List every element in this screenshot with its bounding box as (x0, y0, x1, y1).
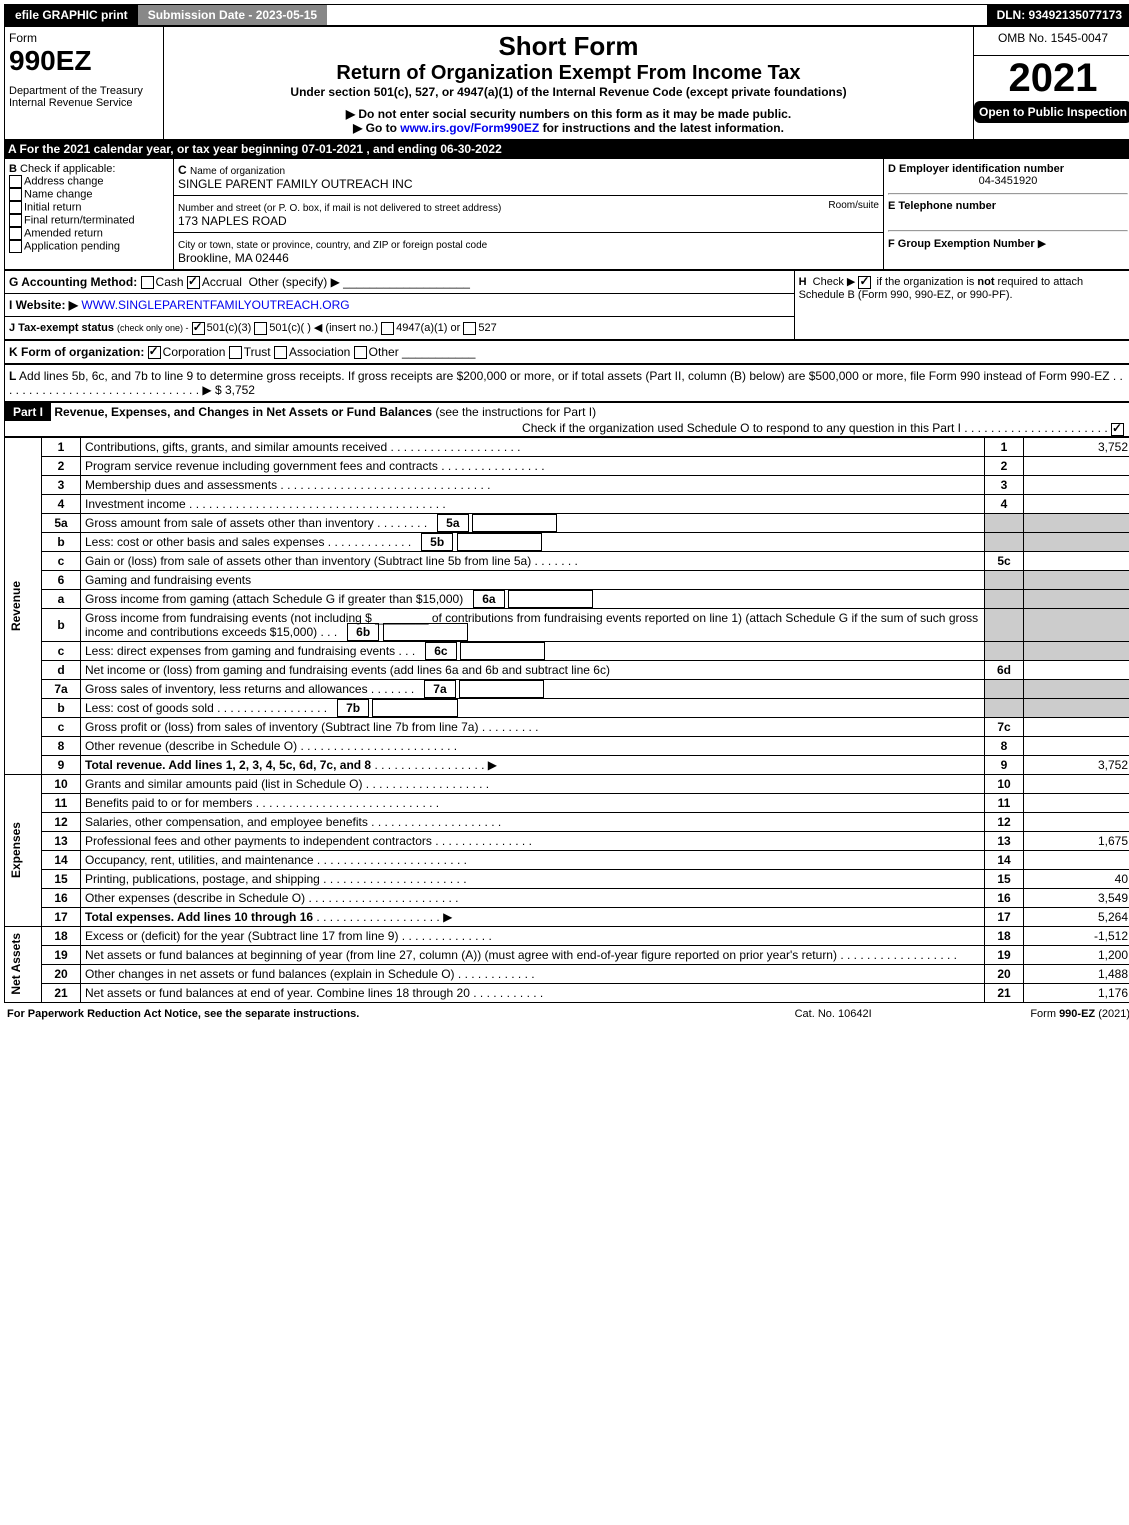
catalog-number: Cat. No. 10642I (750, 1007, 916, 1021)
cash-checkbox[interactable] (141, 276, 154, 289)
line19-amount: 1,200 (1024, 945, 1129, 964)
schedule-b-checkbox[interactable] (858, 276, 871, 289)
association-checkbox[interactable] (274, 346, 287, 359)
open-to-public: Open to Public Inspection (974, 101, 1129, 123)
gross-receipts: $ 3,752 (215, 383, 255, 397)
line21-amount: 1,176 (1024, 983, 1129, 1002)
section-e-label: E Telephone number (888, 200, 996, 212)
corporation-checkbox[interactable] (148, 346, 161, 359)
line-a: A For the 2021 calendar year, or tax yea… (4, 140, 1129, 158)
line13-amount: 1,675 (1024, 831, 1129, 850)
short-form-title: Short Form (168, 31, 969, 62)
line1-amount: 3,752 (1024, 437, 1129, 456)
amended-return-checkbox[interactable] (9, 227, 22, 240)
main-title: Return of Organization Exempt From Incom… (168, 62, 969, 85)
instructions-link[interactable]: www.irs.gov/Form990EZ (400, 121, 539, 135)
schedule-o-checkbox[interactable] (1111, 423, 1124, 436)
name-change-checkbox[interactable] (9, 188, 22, 201)
initial-return-checkbox[interactable] (9, 201, 22, 214)
final-return-checkbox[interactable] (9, 214, 22, 227)
part1-table: Revenue 1 Contributions, gifts, grants, … (4, 437, 1129, 1003)
total-revenue: 3,752 (1024, 755, 1129, 774)
irs-label: Internal Revenue Service (9, 97, 133, 109)
accrual-checkbox[interactable] (187, 276, 200, 289)
ein: 04-3451920 (888, 175, 1128, 187)
section-d-label: D Employer identification number (888, 163, 1064, 175)
line20-amount: 1,488 (1024, 964, 1129, 983)
501c-checkbox[interactable] (254, 322, 267, 335)
4947-checkbox[interactable] (381, 322, 394, 335)
org-city: Brookline, MA 02446 (178, 251, 289, 265)
top-bar: efile GRAPHIC print Submission Date - 20… (4, 4, 1129, 26)
identity-block: B Check if applicable: Address change Na… (4, 158, 1129, 270)
revenue-section-label: Revenue (9, 581, 23, 631)
expenses-section-label: Expenses (9, 822, 23, 878)
line15-amount: 40 (1024, 869, 1129, 888)
trust-checkbox[interactable] (229, 346, 242, 359)
total-expenses: 5,264 (1024, 907, 1129, 926)
section-f-label: F Group Exemption Number (888, 238, 1035, 250)
paperwork-notice: For Paperwork Reduction Act Notice, see … (7, 1008, 359, 1020)
subtitle: Under section 501(c), 527, or 4947(a)(1)… (168, 85, 969, 99)
501c3-checkbox[interactable] (192, 322, 205, 335)
line18-amount: -1,512 (1024, 926, 1129, 945)
application-pending-checkbox[interactable] (9, 240, 22, 253)
dln-label: DLN: 93492135077173 (987, 5, 1129, 25)
527-checkbox[interactable] (463, 322, 476, 335)
form-word: Form (9, 31, 159, 45)
netassets-section-label: Net Assets (9, 933, 23, 995)
submission-date: Submission Date - 2023-05-15 (138, 5, 327, 25)
ssn-note: Do not enter social security numbers on … (358, 107, 791, 121)
other-org-checkbox[interactable] (354, 346, 367, 359)
address-change-checkbox[interactable] (9, 175, 22, 188)
dept-label: Department of the Treasury (9, 85, 143, 97)
omb-number: OMB No. 1545-0047 (974, 27, 1129, 56)
org-street: 173 NAPLES ROAD (178, 214, 287, 228)
tax-year: 2021 (974, 56, 1129, 101)
form-header: Form 990EZ Department of the Treasury In… (4, 26, 1129, 140)
line16-amount: 3,549 (1024, 888, 1129, 907)
form-number: 990EZ (9, 45, 159, 77)
website-link[interactable]: WWW.SINGLEPARENTFAMILYOUTREACH.ORG (81, 298, 349, 312)
part1-label: Part I (5, 403, 51, 421)
efile-label: efile GRAPHIC print (5, 5, 138, 25)
org-name: SINGLE PARENT FAMILY OUTREACH INC (178, 177, 413, 191)
